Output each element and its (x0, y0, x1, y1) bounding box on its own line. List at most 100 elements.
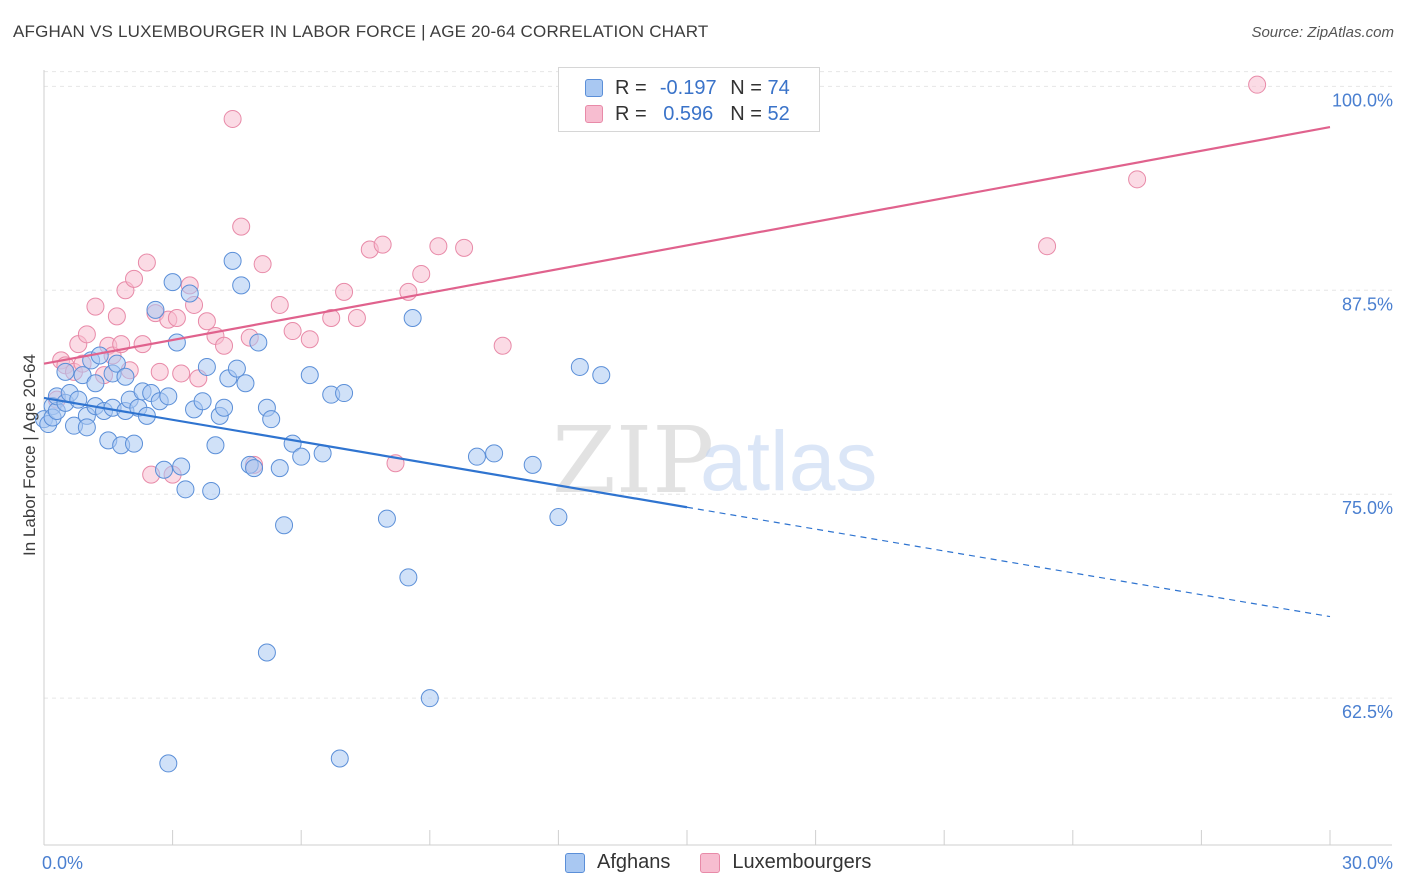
luxembourger-point (283, 322, 302, 341)
afghan-point (523, 455, 542, 474)
luxembourger-points (47, 75, 1267, 484)
afghan-point (485, 444, 504, 463)
luxembourger-point (412, 264, 431, 283)
afghans-legend-swatch (565, 852, 585, 873)
luxembourger-point (232, 217, 251, 236)
afghan-point (167, 333, 186, 352)
afghan-point (257, 643, 276, 662)
afghan-point (193, 392, 212, 411)
luxembourger-point (1248, 75, 1267, 94)
x-tick-label: 30.0% (1342, 853, 1393, 873)
luxembourger-point (1038, 237, 1057, 256)
luxembourger-point (86, 297, 105, 316)
y-tick-label: 87.5% (1342, 294, 1393, 314)
luxembourgers-legend-swatch (700, 852, 721, 873)
afghan-point (206, 436, 225, 455)
afghan-point (232, 276, 251, 295)
afghan-point (86, 374, 105, 393)
source-label: Source: ZipAtlas.com (1251, 24, 1394, 41)
afghan-point (262, 410, 281, 429)
n-label: N = (730, 76, 762, 99)
luxembourger-point (125, 269, 144, 288)
y-axis-label: In Labor Force | Age 20-64 (20, 354, 39, 556)
tick-labels: 62.5% 75.0% 87.5% 100.0% 0.0% 30.0% (42, 90, 1393, 873)
trend-lines (43, 126, 1331, 618)
luxembourger-point (150, 362, 169, 381)
correlation-legend: R = -0.197 N = 74 R = 0.596 N = 52 (558, 67, 820, 132)
luxembourger-point (253, 255, 272, 274)
afghan-point (245, 459, 264, 478)
afghan-point (467, 447, 486, 466)
afghan-point (335, 384, 354, 403)
r-value: 0.596 (663, 102, 714, 125)
afghan-point (300, 366, 319, 385)
luxembourger-point (1128, 170, 1147, 189)
luxembourger-point (429, 237, 448, 256)
afghan-point (172, 457, 191, 476)
luxembourger-trend-line (43, 126, 1331, 365)
afghan-point (377, 509, 396, 528)
afghan-point (163, 273, 182, 292)
afghan-point (549, 508, 568, 527)
afghan-point (125, 434, 144, 453)
lux-swatch (585, 105, 603, 123)
afghan-point (146, 300, 165, 319)
luxembourger-point (77, 325, 96, 344)
afghan-point (227, 359, 246, 378)
y-tick-label: 100.0% (1332, 90, 1393, 110)
n-value: 52 (767, 102, 790, 125)
afghan-point (77, 418, 96, 437)
afghans-legend-label: Afghans (597, 851, 671, 873)
watermark-atlas: atlas (700, 414, 877, 508)
luxembourger-point (455, 238, 474, 257)
afghan-point (330, 749, 349, 768)
afghan-point (215, 398, 234, 417)
luxembourger-point (172, 364, 191, 383)
afghan-point (116, 367, 135, 386)
afghan-point (570, 357, 589, 376)
afghan-point (202, 481, 221, 500)
afghan-point (197, 357, 216, 376)
luxembourger-point (107, 307, 126, 326)
legend-row-afghans: R = -0.197 N = 74 (585, 76, 790, 100)
afghan-point (420, 689, 439, 708)
luxembourger-point (223, 109, 242, 128)
afghan-point (236, 374, 255, 393)
afghan-points (35, 251, 611, 773)
luxembourger-point (335, 282, 354, 301)
afghan-point (403, 309, 422, 327)
x-tick-label: 0.0% (42, 853, 83, 873)
afghan-point (223, 251, 242, 270)
luxembourger-point (300, 330, 319, 349)
afghan-point (313, 444, 332, 463)
luxembourgers-legend-label: Luxembourgers (732, 851, 872, 873)
afghan-point (159, 754, 178, 773)
afghan-point (292, 447, 311, 466)
afghan-swatch (585, 79, 603, 97)
afghan-trend-line (43, 396, 688, 509)
y-tick-label: 75.0% (1342, 498, 1393, 518)
r-value: -0.197 (659, 76, 717, 99)
r-label: R = (615, 102, 647, 125)
afghan-point (275, 516, 294, 535)
afghan-point (176, 480, 195, 499)
luxembourger-point (137, 253, 156, 272)
afghan-point (159, 387, 178, 406)
r-label: R = (615, 76, 647, 99)
n-value: 74 (767, 76, 790, 99)
afghan-point (592, 366, 611, 385)
luxembourger-point (347, 309, 366, 327)
afghan-point (249, 333, 268, 352)
luxembourger-point (197, 312, 216, 331)
series-legend: Afghans Luxembourgers (565, 851, 871, 874)
luxembourger-point (322, 309, 341, 327)
luxembourger-point (270, 295, 289, 314)
afghan-point (73, 366, 92, 385)
afghan-point (107, 354, 126, 373)
legend-row-luxembourgers: R = 0.596 N = 52 (585, 102, 790, 126)
watermark-zip: ZIP (552, 407, 714, 514)
luxembourger-point (493, 336, 512, 355)
y-tick-label: 62.5% (1342, 702, 1393, 722)
afghan-trend-extension (686, 506, 1331, 618)
afghan-point (270, 459, 289, 478)
